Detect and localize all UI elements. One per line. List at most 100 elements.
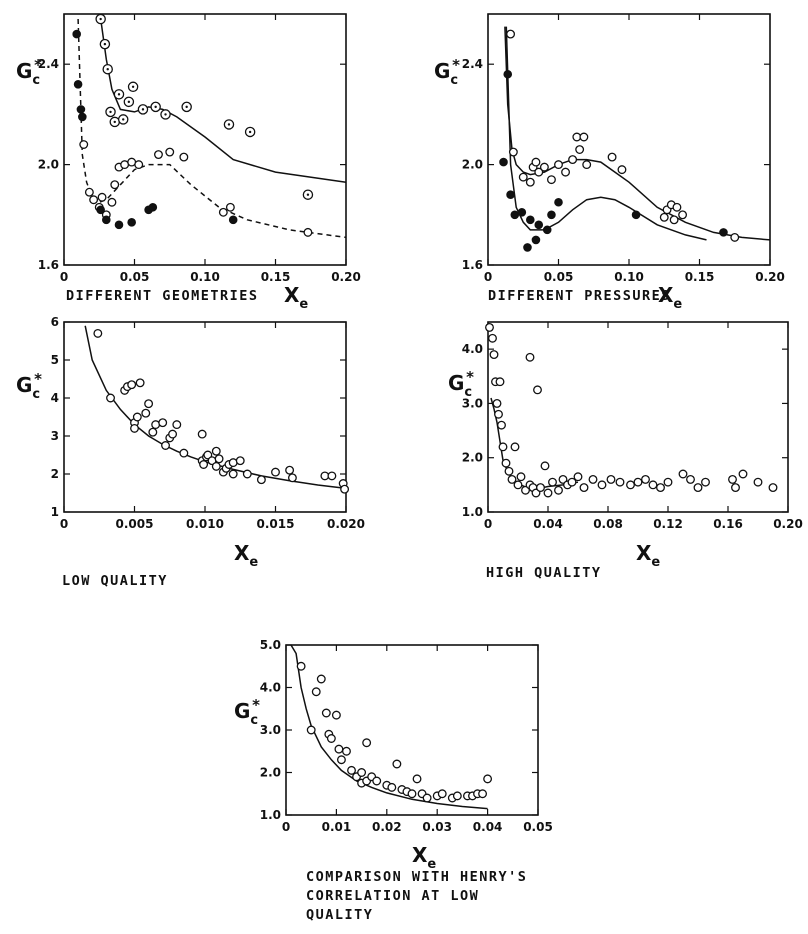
data-point-filled [531, 235, 541, 245]
y-tick-label: 2 [51, 467, 59, 481]
data-point-filled [114, 220, 124, 230]
data-point-open [641, 474, 650, 484]
y-axis-label: Gc* [434, 56, 460, 88]
x-tick-label: 0.04 [473, 820, 503, 834]
data-point-filled [148, 202, 158, 212]
data-point-open [554, 160, 563, 170]
data-point-filled [503, 69, 513, 79]
data-point-dotted [137, 104, 149, 115]
data-point-filled [73, 79, 83, 89]
data-point-open [135, 378, 145, 388]
data-point-open [242, 469, 252, 479]
data-point-open [218, 207, 228, 217]
x-tick-label: 0 [484, 517, 492, 531]
y-axis-label: Gc* [16, 56, 42, 88]
data-point-filled [542, 225, 552, 235]
data-point-open [554, 485, 563, 495]
marker-center [131, 85, 135, 88]
data-point-open [498, 442, 508, 452]
data-point-dotted [150, 101, 161, 113]
marker-center [106, 68, 109, 71]
x-tick-label: 0 [60, 270, 68, 284]
data-point-open [533, 385, 542, 395]
data-point-open [437, 789, 447, 799]
data-point-open [633, 477, 643, 487]
x-tick-label: 0.05 [120, 270, 150, 284]
data-point-open [93, 328, 103, 338]
y-tick-label: 6 [51, 315, 59, 329]
data-point-open [132, 412, 142, 422]
data-point-dotted [127, 81, 139, 93]
y-tick-label: 2.4 [38, 57, 59, 71]
data-point-open [582, 160, 592, 170]
plot-frame [63, 13, 347, 266]
data-point-open [326, 734, 336, 743]
data-point-open [211, 461, 221, 471]
data-point-open [489, 350, 499, 360]
data-point-open [327, 471, 337, 481]
data-point-open [548, 477, 557, 487]
marker-center [117, 93, 121, 96]
x-tick-label: 0.16 [713, 517, 743, 531]
chart-caption: DIFFERENT GEOMETRIES [66, 288, 259, 304]
fit-curve [504, 26, 771, 241]
chart-panel-4: 0 0.04 0.08 0.12 0.16 0.20 1.0 2.0 3.0 4.0 Gc* Xe HI… [448, 321, 803, 581]
data-point-open [225, 202, 235, 212]
data-point-open [214, 454, 224, 464]
data-point-dotted [117, 114, 129, 125]
data-point-dotted [123, 96, 135, 108]
data-point-open [303, 227, 313, 237]
marker-center [109, 110, 112, 114]
data-point-filled [510, 210, 520, 220]
chart-panel-1: 0 0.05 0.10 0.15 0.20 1.6 2.0 2.4Gc* Xe DIFFERENT… [16, 13, 361, 312]
data-point-open [495, 377, 505, 387]
data-point-open [387, 782, 397, 792]
data-point-open [508, 147, 518, 157]
x-tick-label: 0.01 [322, 820, 352, 834]
data-point-open [211, 446, 221, 456]
data-point-open [568, 155, 578, 165]
y-tick-label: 1.0 [462, 505, 483, 519]
y-tick-label: 3 [51, 429, 59, 443]
data-point-open [547, 175, 556, 185]
data-point-filled [523, 243, 532, 252]
y-tick-label: 4.0 [462, 342, 483, 356]
x-axis-label: Xe [412, 843, 436, 872]
data-point-open [144, 399, 154, 409]
x-tick-label: 0.20 [331, 270, 361, 284]
x-tick-label: 0 [60, 517, 68, 531]
data-point-filled [72, 29, 81, 39]
marker-center [154, 105, 157, 109]
y-tick-label: 2.0 [462, 158, 483, 172]
data-point-dotted [302, 189, 314, 200]
data-point-open [607, 152, 617, 162]
marker-center [99, 17, 102, 21]
data-point-open [334, 744, 344, 754]
marker-center [141, 108, 145, 111]
x-axis-label: Xe [284, 283, 308, 312]
data-point-open [179, 448, 189, 458]
data-point-open [340, 484, 350, 494]
data-point-filled [719, 228, 728, 237]
data-point-open [492, 398, 502, 408]
marker-center [127, 100, 131, 104]
data-point-open [507, 474, 517, 484]
chart-caption: HIGH QUALITY [486, 565, 602, 581]
data-point-dotted [109, 116, 121, 128]
data-point-open [141, 408, 151, 418]
data-point-open [165, 147, 175, 157]
chart-caption: QUALITY [306, 907, 373, 923]
data-point-open [271, 467, 280, 477]
data-point-open [510, 442, 520, 452]
x-tick-label: 0.10 [614, 270, 644, 284]
data-point-open [407, 789, 417, 799]
data-point-open [501, 458, 511, 468]
data-point-open [678, 469, 688, 479]
data-point-open [518, 172, 528, 182]
data-point-open [452, 791, 462, 801]
x-axis-label: Xe [234, 541, 258, 570]
data-point-open [172, 420, 182, 430]
data-point-open [626, 480, 635, 490]
y-axis-label: Gc* [234, 696, 260, 728]
data-point-open [306, 725, 316, 735]
